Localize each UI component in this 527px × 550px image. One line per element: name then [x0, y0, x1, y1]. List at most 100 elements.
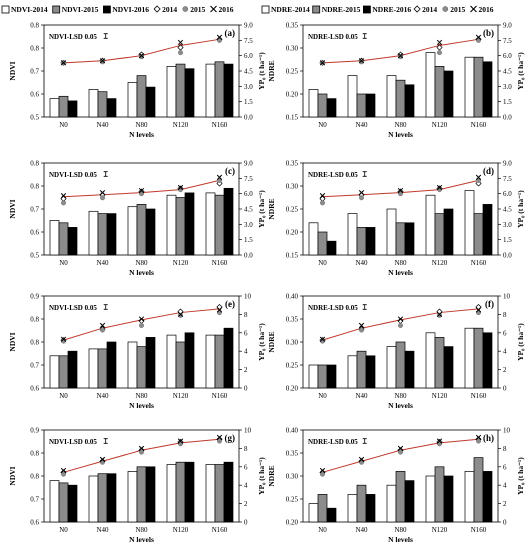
y2-tick-label: 3.0 [244, 83, 253, 91]
yield-2015-marker [177, 50, 183, 56]
y2-tick-label: 0 [244, 519, 248, 527]
yield-2014-marker [216, 180, 223, 187]
yield-2016-marker [358, 189, 365, 196]
x-axis-label: N levels [388, 268, 413, 277]
y-tick-label: 0.8 [30, 473, 39, 481]
yield-2016-marker [358, 58, 365, 64]
y-tick-label: 0.7 [30, 496, 39, 504]
x-tick-label: N80 [135, 259, 148, 267]
x-tick-label: N0 [318, 259, 327, 267]
y-axis-label: NDVI [8, 332, 17, 351]
y-tick-label: 0.40 [286, 427, 299, 435]
x-tick-label: N0 [59, 392, 68, 400]
x-tick-label: N40 [96, 121, 109, 129]
bar [145, 86, 156, 118]
yield-2016-marker [138, 53, 145, 59]
bar [404, 84, 415, 118]
y-axis-label: NDVI [8, 199, 17, 218]
yield-2016-marker [99, 58, 106, 64]
bar [482, 332, 493, 389]
y-tick-label: 0.30 [286, 339, 299, 347]
bar [356, 227, 367, 256]
x-axis-label: N levels [388, 130, 413, 139]
chart-panel-f: 0.20 0.25 0.30 0.35 0.40 0 2 4 6 8 10 NDRE-LSD 0.05… [267, 293, 525, 411]
bar [127, 341, 138, 389]
y-tick-label: 0.15 [286, 114, 299, 122]
y-tick-label: 0.5 [30, 252, 39, 260]
lsd-error-bar [103, 171, 108, 177]
bar [434, 213, 445, 256]
bar [317, 231, 328, 256]
panel-label: (h) [483, 433, 494, 443]
yield-2015-marker [61, 471, 67, 477]
yield-2016-marker [397, 187, 404, 194]
y2-tick-label: 3.0 [244, 221, 253, 229]
yield-2015-marker [398, 191, 404, 197]
bar [136, 75, 147, 118]
y-axis-label: NDRE [267, 198, 276, 219]
bar [97, 91, 108, 118]
y-tick-label: 0.25 [286, 68, 299, 76]
y2-tick-label: 3.0 [503, 221, 512, 229]
panel-label: (e) [225, 299, 235, 309]
x-tick-label: N120 [173, 121, 189, 129]
yield-2015-marker [476, 177, 482, 183]
yield-2014-marker [436, 44, 443, 51]
bar [88, 475, 99, 523]
bar [356, 484, 367, 523]
x-tick-label: N80 [394, 121, 407, 129]
y2-axis-label: YP₀ (t ha⁻¹) [257, 52, 266, 90]
bar [356, 93, 367, 118]
bar [166, 464, 177, 523]
y-tick-label: 0.40 [286, 293, 299, 301]
y2-axis-label: YP₀ (t ha⁻¹) [257, 457, 266, 495]
yield-2014-marker [475, 180, 482, 187]
bar [425, 52, 436, 118]
y2-tick-label: 10 [244, 293, 252, 301]
yield-2016-marker [216, 174, 223, 180]
bar [464, 190, 475, 256]
bar [356, 350, 367, 389]
x-axis-label: N levels [129, 268, 154, 277]
yield-2016-marker [177, 311, 184, 318]
x-tick-label: N40 [96, 259, 109, 267]
trend-line [322, 38, 479, 64]
bar [145, 208, 156, 256]
yield-2016-marker [138, 316, 145, 322]
y2-tick-label: 10 [503, 293, 511, 301]
bar [166, 194, 177, 256]
bar [214, 334, 225, 389]
bar [106, 98, 117, 118]
bar [404, 222, 415, 256]
y-tick-label: 0.30 [286, 473, 299, 481]
y2-tick-label: 0 [503, 519, 507, 527]
y2-tick-label: 0 [503, 385, 507, 393]
yield-2015-marker [398, 449, 404, 455]
bar [223, 187, 234, 256]
bar [395, 471, 406, 523]
y-tick-label: 0.8 [30, 450, 39, 458]
bar [88, 89, 99, 118]
y-tick-label: 0.5 [30, 114, 39, 122]
bar [434, 66, 445, 118]
lsd-label: NDRE-LSD 0.05 [308, 304, 358, 312]
x-tick-label: N80 [135, 121, 148, 129]
yield-2015-marker [216, 37, 222, 43]
y-tick-label: 0.15 [286, 252, 299, 260]
x-axis-label: N levels [129, 535, 154, 544]
bar [347, 213, 358, 256]
yield-2016-marker [60, 193, 67, 199]
bar [106, 341, 117, 389]
y2-tick-label: 7.5 [503, 37, 512, 45]
y2-tick-label: 0 [244, 385, 248, 393]
bar [308, 222, 319, 256]
bar [175, 341, 186, 389]
y-tick-label: 0.35 [286, 160, 299, 168]
y-axis-label: NDRE [267, 331, 276, 352]
yield-2016-marker [138, 187, 145, 194]
x-tick-label: N0 [318, 121, 327, 129]
y2-tick-label: 1.5 [244, 98, 253, 106]
y2-tick-label: 0.0 [244, 114, 253, 122]
bar [205, 63, 216, 118]
